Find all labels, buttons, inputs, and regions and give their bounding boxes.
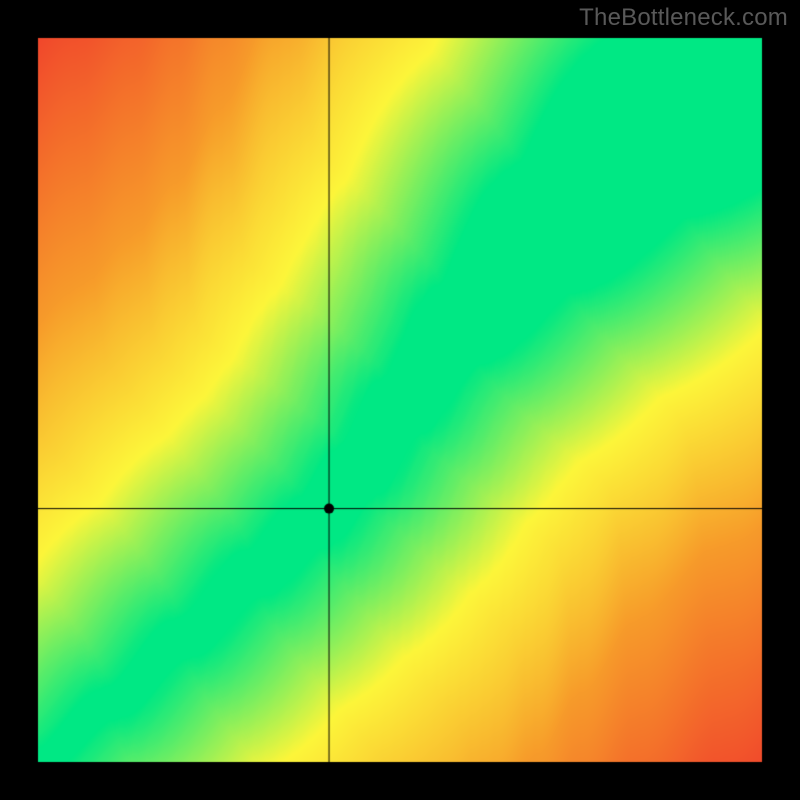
watermark-text: TheBottleneck.com	[579, 4, 788, 32]
heatmap-canvas	[0, 0, 800, 800]
chart-container: TheBottleneck.com	[0, 0, 800, 800]
